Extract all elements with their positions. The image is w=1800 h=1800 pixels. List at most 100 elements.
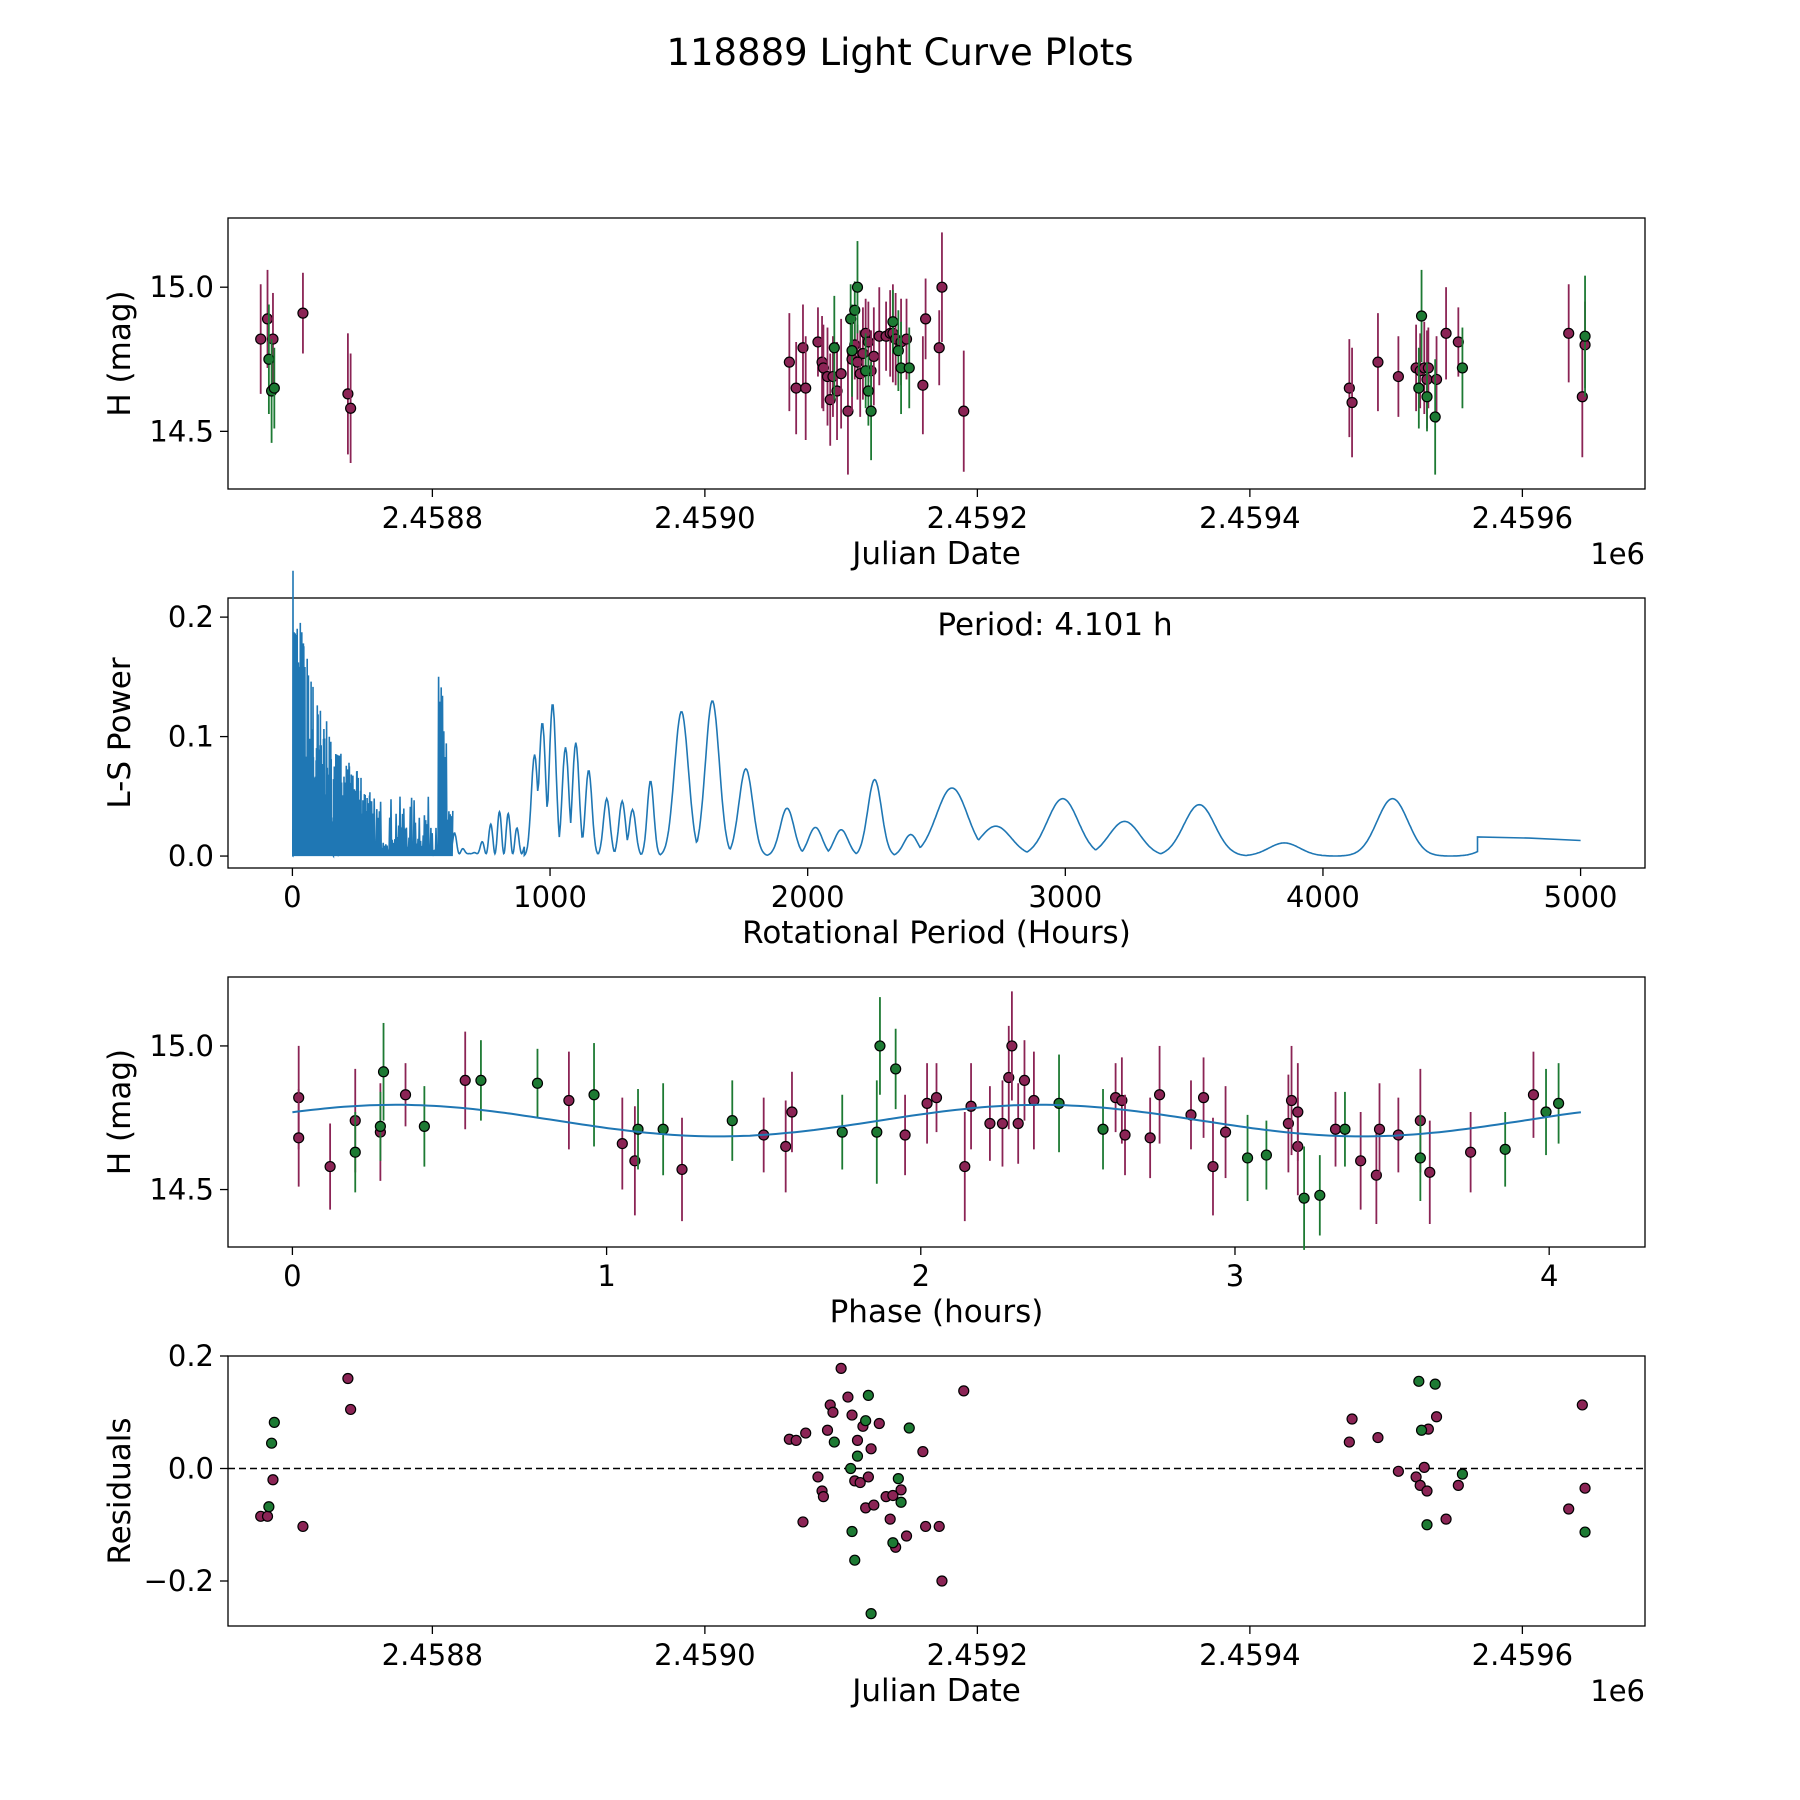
y-tick-label: 14.5 [149, 414, 214, 448]
x-tick-label: 2.4596 [1472, 1638, 1573, 1672]
plot-frame [227, 1355, 1646, 1627]
data-point [817, 1491, 830, 1503]
x-tick-label: 2.4590 [654, 501, 755, 535]
data-point [1241, 1152, 1254, 1164]
data-point [1144, 1132, 1156, 1144]
x-offset-label: 1e6 [1590, 1674, 1645, 1708]
data-point [1392, 370, 1404, 383]
data-point [418, 1120, 430, 1132]
model-fit-line [292, 1103, 1582, 1138]
data-point [1415, 1424, 1428, 1436]
data-point [1012, 1117, 1024, 1130]
data-point [268, 382, 280, 394]
data-point [783, 356, 795, 368]
data-point [921, 1097, 933, 1109]
data-point [1314, 1189, 1326, 1201]
series-green [263, 241, 1591, 475]
data-point [887, 316, 899, 328]
data-point [827, 1406, 839, 1418]
data-point [790, 382, 802, 394]
x-tick-label: 2 [912, 1259, 930, 1293]
y-tick-label: 0.1 [168, 720, 214, 754]
data-point [1119, 1129, 1131, 1141]
y-tick-label: 14.5 [149, 1173, 214, 1207]
data-point [786, 1106, 798, 1118]
data-point [324, 1160, 336, 1173]
data-point [377, 1066, 390, 1078]
data-point [780, 1140, 792, 1153]
data-point [895, 1496, 907, 1508]
data-point [845, 1462, 857, 1475]
x-tick-label: 2.4594 [1199, 501, 1300, 535]
data-point [475, 1074, 487, 1087]
data-point [255, 333, 267, 345]
data-point [1440, 1513, 1452, 1525]
data-point [531, 1077, 544, 1089]
series-green [349, 997, 1565, 1250]
data-point [1153, 1089, 1166, 1101]
data-point [1422, 362, 1434, 374]
data-point [563, 1094, 575, 1107]
data-point [846, 1409, 858, 1421]
data-point [1440, 327, 1452, 339]
data-point [1339, 1123, 1351, 1135]
data-point [790, 1434, 802, 1446]
data-point [828, 342, 840, 354]
x-tick-label: 2000 [771, 880, 845, 914]
data-point [851, 1434, 864, 1446]
period-annotation: Period: 4.101 h [937, 607, 1172, 643]
data-point [1392, 1465, 1404, 1477]
x-tick-label: 4 [1540, 1259, 1558, 1293]
data-point [996, 1117, 1009, 1130]
data-point [297, 1520, 309, 1533]
data-point [797, 1516, 809, 1528]
y-axis-label: H (mag) [102, 1049, 138, 1175]
periodogram-panel: 0 1000 2000 3000 4000 5000 0.0 0.1 0.2 Rotational… [102, 570, 1646, 951]
data-point [345, 402, 357, 414]
data-point [1373, 1123, 1386, 1135]
data-point [1452, 1479, 1464, 1491]
data-point [1413, 382, 1425, 394]
data-point [1292, 1106, 1304, 1118]
data-point [851, 281, 864, 293]
data-point [800, 1427, 812, 1439]
data-point [1540, 1106, 1552, 1118]
data-point [828, 1436, 840, 1448]
data-point [1415, 310, 1428, 322]
data-point [266, 1437, 278, 1449]
x-tick-label: 2.4590 [654, 1638, 755, 1672]
data-point [268, 1416, 280, 1428]
data-point [1429, 411, 1441, 423]
data-point [933, 1520, 945, 1533]
y-tick-label: 0.2 [168, 600, 214, 634]
data-point [1579, 1526, 1591, 1538]
data-point [930, 1092, 943, 1104]
data-point [1207, 1160, 1219, 1173]
x-tick-label: 2.4592 [927, 1638, 1028, 1672]
x-axis-label: Rotational Period (Hours) [742, 915, 1131, 951]
data-point [1421, 1519, 1433, 1531]
data-point [1372, 1431, 1384, 1444]
data-point [865, 1608, 877, 1620]
y-axis-label: H (mag) [102, 290, 138, 416]
residuals-panel: 2.4588 2.4590 2.4592 2.4594 2.4596 −0.2 0.0 0.2… [102, 1339, 1646, 1709]
data-point [1576, 1399, 1588, 1411]
data-point [1421, 391, 1433, 403]
data-point [1413, 1375, 1425, 1387]
data-point [588, 1089, 600, 1101]
x-axis-label: Julian Date [850, 536, 1021, 572]
data-point [267, 1474, 279, 1486]
data-point [884, 1513, 896, 1525]
data-point [1018, 1074, 1031, 1087]
x-tick-label: 2.4596 [1472, 501, 1573, 535]
data-point [936, 281, 948, 293]
lightcurve-panel: 2.4588 2.4590 2.4592 2.4594 2.4596 14.5 15.0 Ju… [102, 217, 1646, 572]
x-tick-label: 2.4594 [1199, 1638, 1300, 1672]
data-point [887, 1489, 899, 1502]
data-point [842, 405, 854, 417]
data-point [616, 1137, 628, 1150]
data-point [261, 1510, 274, 1522]
y-tick-label: −0.2 [144, 1564, 214, 1598]
data-point [899, 1129, 911, 1141]
x-tick-label: 1000 [513, 880, 587, 914]
